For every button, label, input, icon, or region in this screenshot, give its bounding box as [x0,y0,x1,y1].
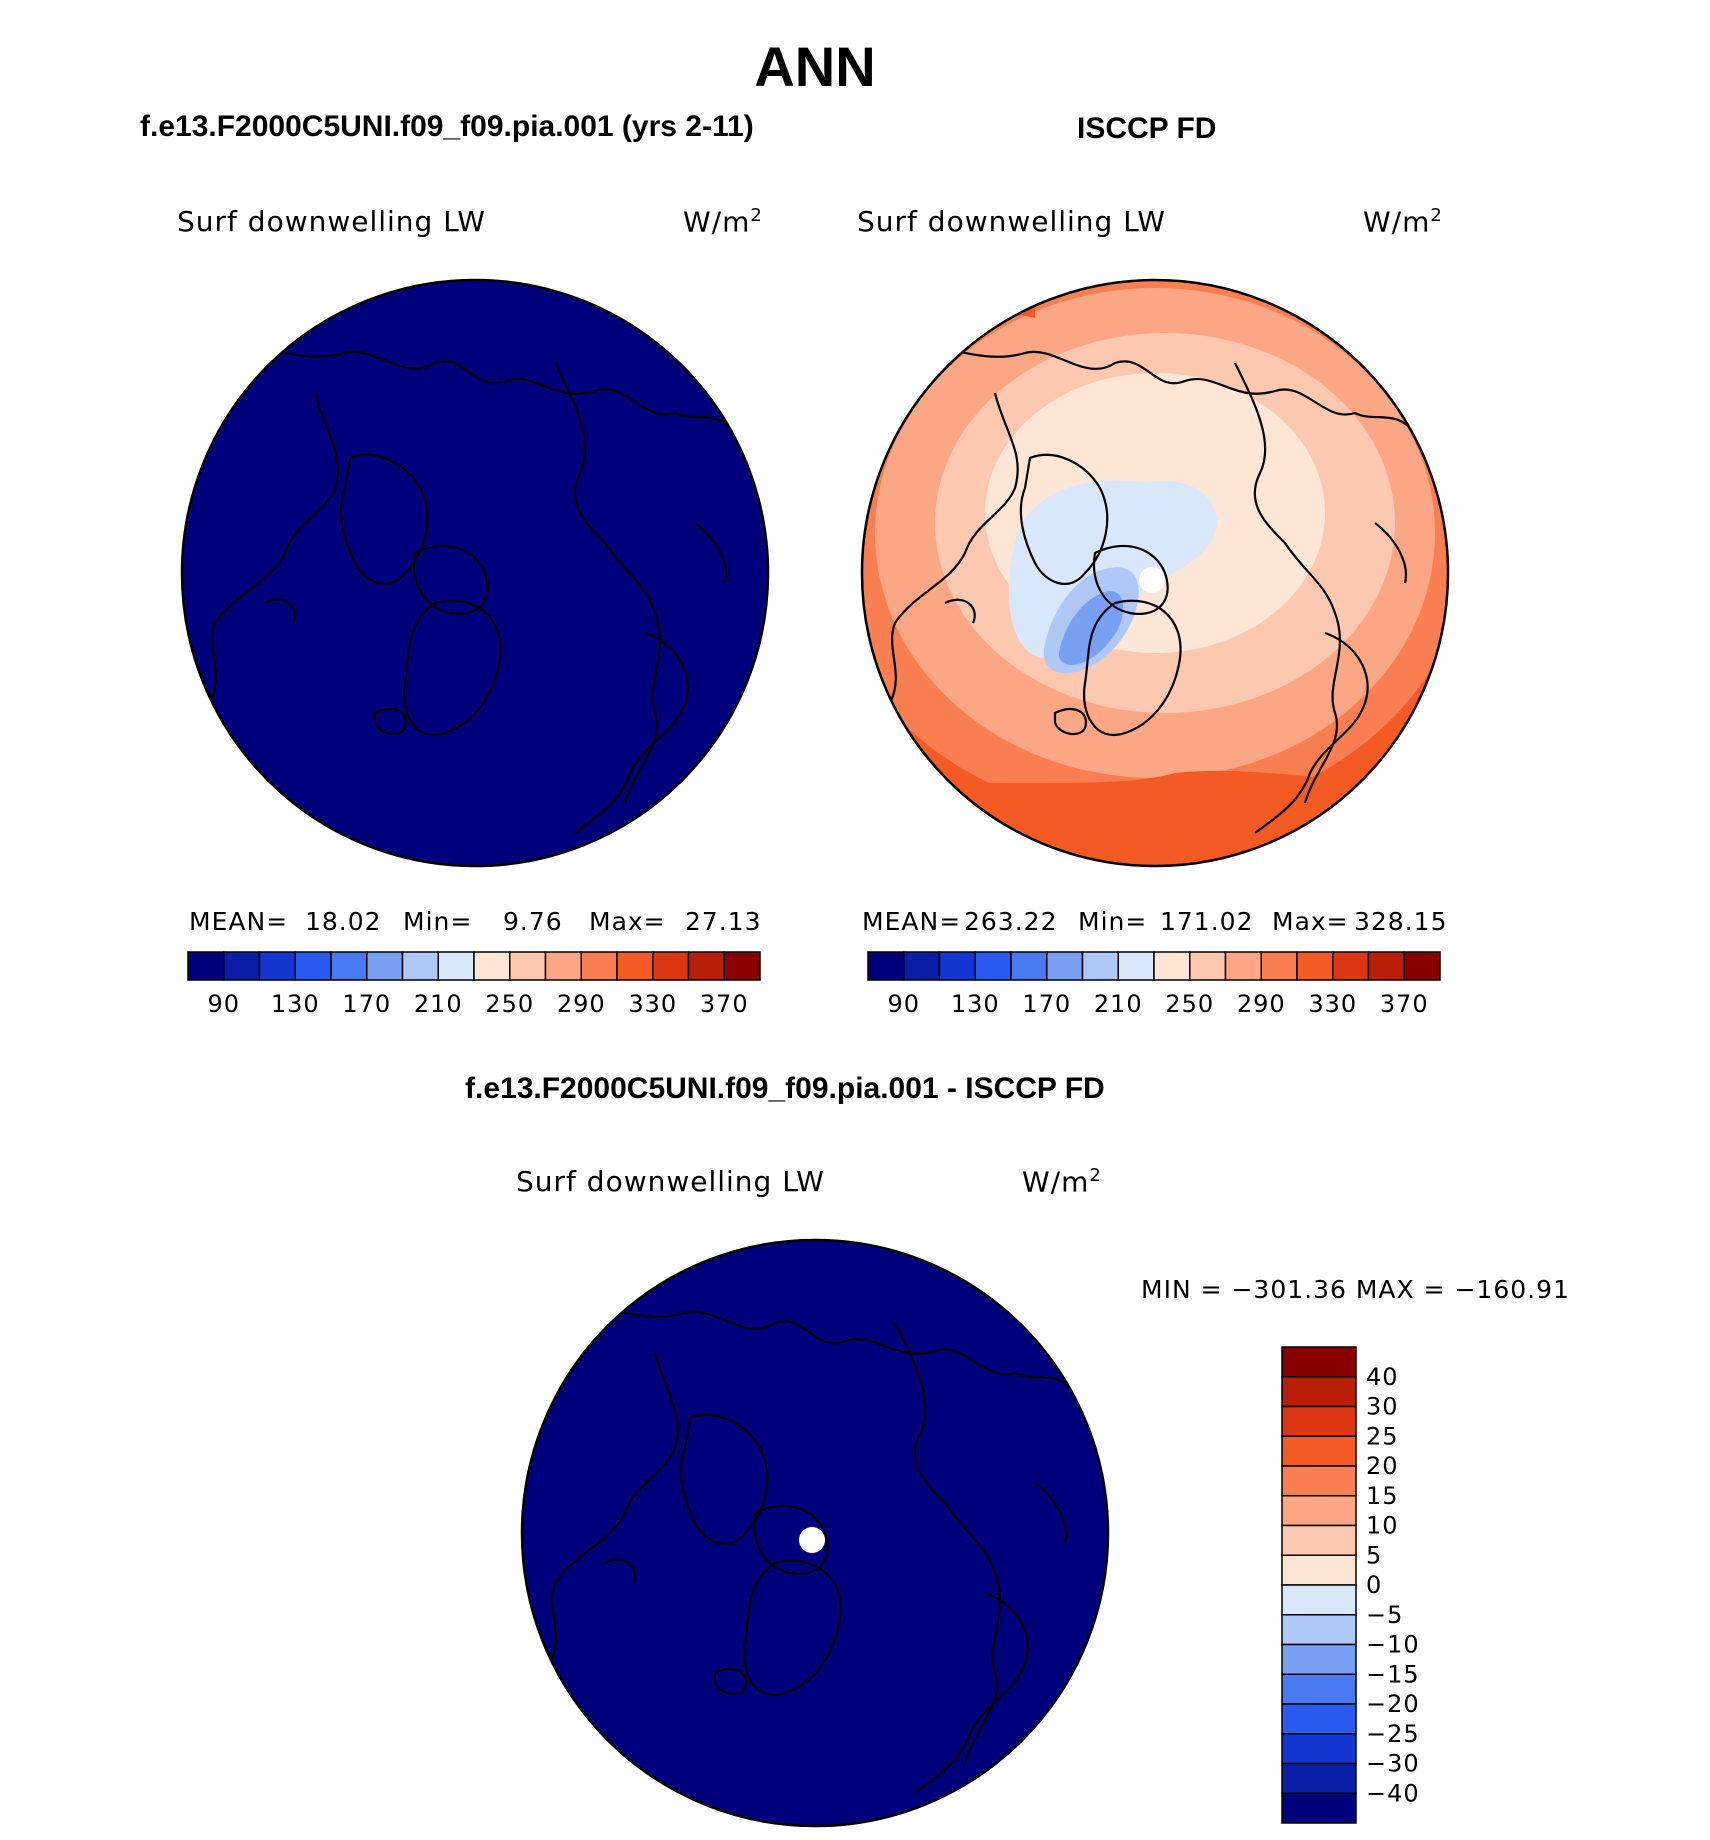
colorbar-tick-label: 40 [1366,1363,1399,1391]
colorbar-tick-label: 20 [1366,1452,1399,1480]
colorbar-box [723,951,761,981]
colorbar-tick-label: 330 [628,990,677,1018]
panel-1-units: W/m2 [683,205,763,239]
colorbar-box [1281,1376,1357,1408]
colorbar-tick-label: 10 [1366,1512,1399,1540]
panel-1-map [180,278,770,868]
colorbar-box [1081,951,1119,981]
colorbar-tick-label: −40 [1366,1779,1420,1807]
colorbar-box [509,951,547,981]
colorbar-tick-label: 90 [207,990,240,1018]
colorbar-tick-label: 370 [1380,990,1429,1018]
panel-1-variable: Surf downwelling LW [177,205,486,238]
panel-2-subtitle: ISCCP FD [1077,112,1217,145]
colorbar-tick-label: 290 [557,990,606,1018]
colorbar-tick-label: −20 [1366,1690,1420,1718]
panel-1-colorbar: 90 130 170 210 250 290 330 370 [187,951,761,1018]
colorbar-tick-label: 5 [1366,1541,1382,1569]
colorbar-tick-label: 15 [1366,1482,1399,1510]
colorbar-tick-label: 330 [1308,990,1357,1018]
colorbar-box [1281,1762,1357,1794]
colorbar-box [1281,1703,1357,1735]
colorbar-tick-label: −5 [1366,1601,1403,1629]
colorbar-box [1281,1346,1357,1378]
colorbar-box [1332,951,1370,981]
colorbar-box [903,951,941,981]
colorbar-box [1281,1673,1357,1705]
colorbar-tick-label: 0 [1366,1571,1382,1599]
colorbar-tick-label: 210 [1094,990,1143,1018]
panel-1-subtitle: f.e13.F2000C5UNI.f09_f09.pia.001 (yrs 2-… [140,110,754,143]
panel-3-units: W/m2 [1022,1165,1102,1199]
figure-title: ANN [754,35,876,98]
colorbar-box [1367,951,1405,981]
colorbar-box [938,951,976,981]
colorbar-box [1281,1465,1357,1497]
colorbar-tick-label: 250 [1165,990,1214,1018]
colorbar-box [1281,1524,1357,1556]
colorbar-tick-label: −30 [1366,1750,1420,1778]
colorbar-box [1281,1733,1357,1765]
colorbar-tick-label: 170 [342,990,391,1018]
colorbar-box [187,951,225,981]
colorbar-box [1010,951,1048,981]
colorbar-box [1281,1435,1357,1467]
colorbar-tick-label: 130 [951,990,1000,1018]
colorbar-box [687,951,725,981]
colorbar-tick-label: 170 [1022,990,1071,1018]
colorbar-box [867,951,905,981]
colorbar-box [1281,1554,1357,1586]
panel-2-coastlines [874,340,1416,834]
colorbar-box [1260,951,1298,981]
colorbar-box [294,951,332,981]
panel-3-minmax: MIN = −301.36 MAX = −160.91 [1141,1275,1570,1304]
panel-3-subtitle: f.e13.F2000C5UNI.f09_f09.pia.001 - ISCCP… [465,1072,1105,1105]
colorbar-box [223,951,261,981]
panel-3-variable: Surf downwelling LW [516,1165,825,1198]
colorbar-box [1153,951,1191,981]
colorbar-box [580,951,618,981]
colorbar-box [1117,951,1155,981]
colorbar-tick-label: 25 [1366,1422,1399,1450]
panel-1-coastlines [194,340,736,834]
panel-2-variable: Surf downwelling LW [857,205,1166,238]
colorbar-box [1281,1405,1357,1437]
colorbar-tick-label: 90 [887,990,920,1018]
colorbar-box [974,951,1012,981]
colorbar-box [366,951,404,981]
colorbar-box [1296,951,1334,981]
colorbar-tick-label: 210 [414,990,463,1018]
colorbar-box [544,951,582,981]
colorbar-tick-label: 290 [1237,990,1286,1018]
colorbar-box [616,951,654,981]
panel-2-map [860,278,1450,868]
colorbar-box [652,951,690,981]
colorbar-box [1281,1495,1357,1527]
panel-1-map-field [182,280,768,866]
colorbar-box [1403,951,1441,981]
colorbar-box [1281,1614,1357,1646]
panel-3-map [520,1238,1110,1828]
colorbar-box [437,951,475,981]
colorbar-tick-label: 370 [700,990,749,1018]
colorbar-box [1281,1792,1357,1824]
colorbar-box [1189,951,1227,981]
colorbar-tick-label: −15 [1366,1660,1420,1688]
colorbar-tick-label: 30 [1366,1393,1399,1421]
colorbar-box [1046,951,1084,981]
panel-2-units: W/m2 [1363,205,1443,239]
colorbar-box [401,951,439,981]
colorbar-tick-label: 130 [271,990,320,1018]
colorbar-tick-label: −25 [1366,1720,1420,1748]
panel-2-colorbar: 90 130 170 210 250 290 330 370 [867,951,1441,1018]
colorbar-box [1281,1584,1357,1616]
colorbar-tick-label: 250 [485,990,534,1018]
colorbar-box [1281,1643,1357,1675]
colorbar-box [330,951,368,981]
colorbar-box [1224,951,1262,981]
colorbar-box [258,951,296,981]
colorbar-tick-label: −10 [1366,1631,1420,1659]
colorbar-box [473,951,511,981]
